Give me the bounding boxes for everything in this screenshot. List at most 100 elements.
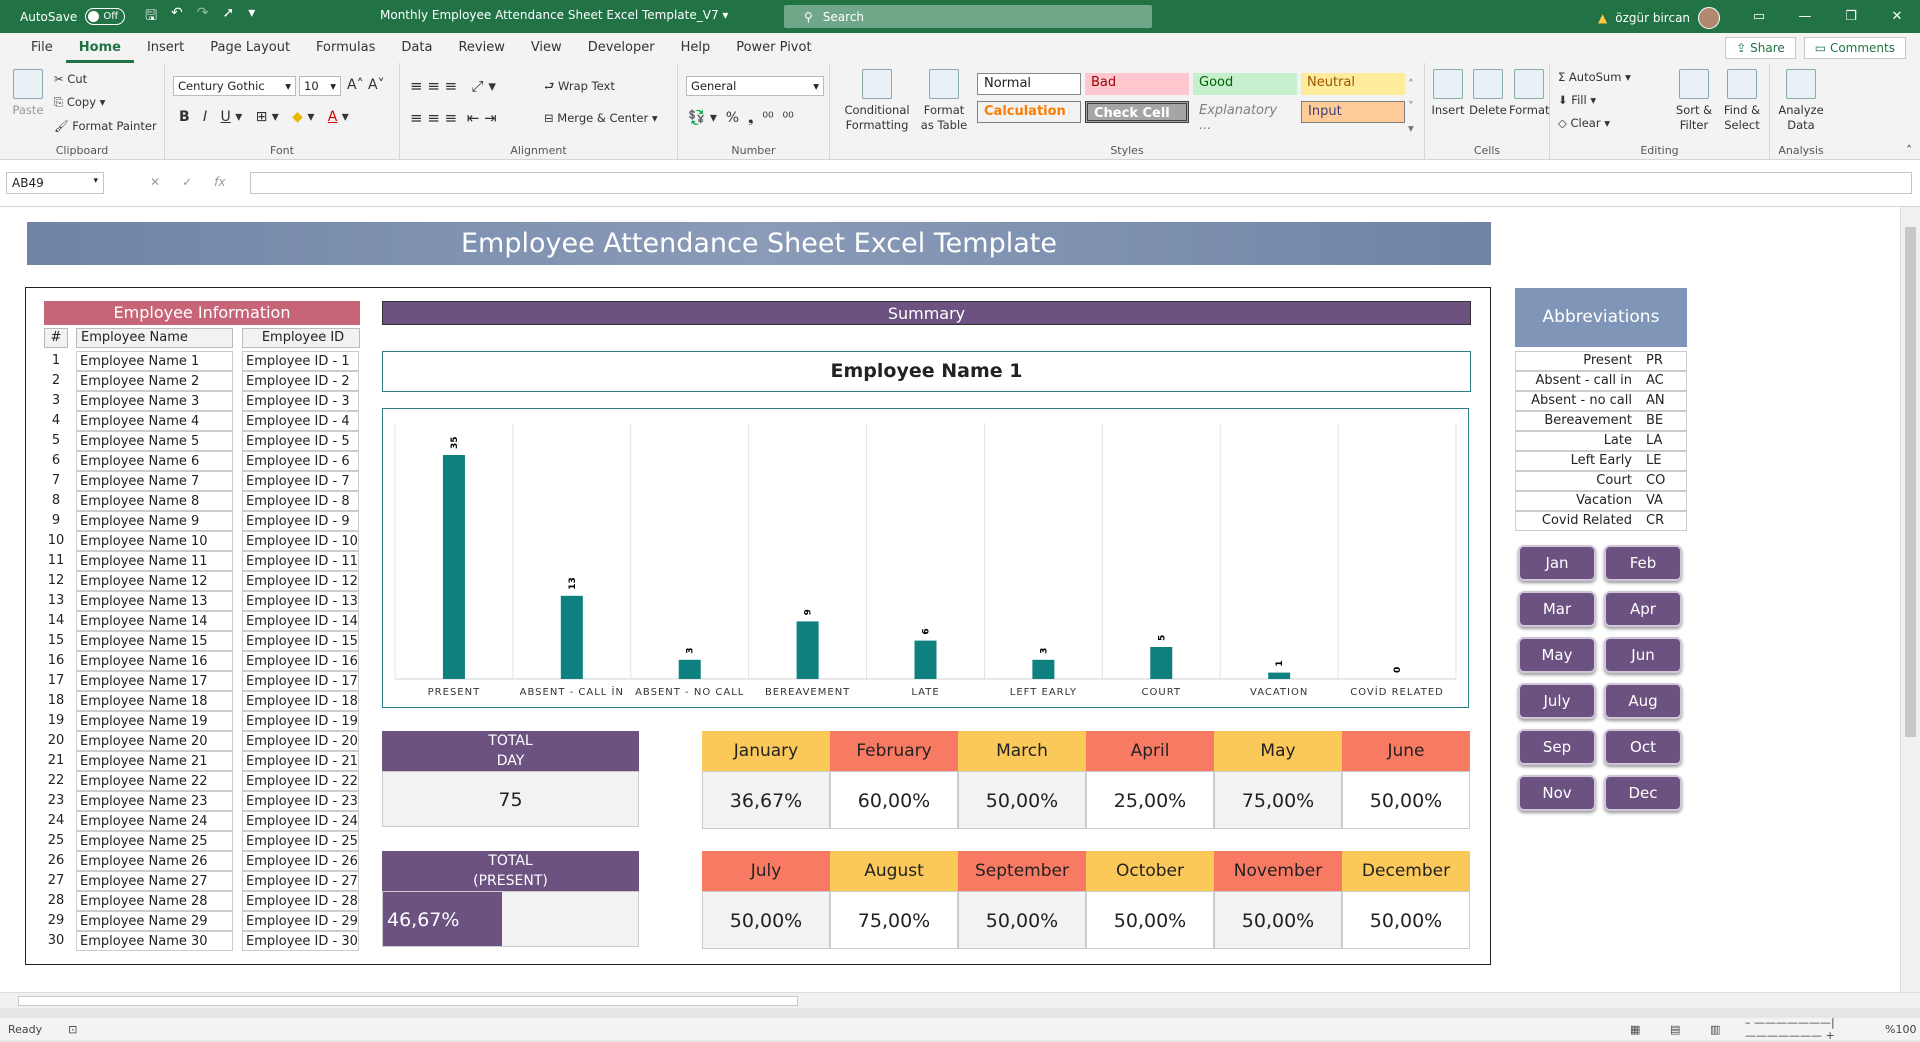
employee-id[interactable]: Employee ID - 6 (242, 451, 359, 471)
employee-id[interactable]: Employee ID - 10 (242, 531, 359, 551)
menu-power-pivot[interactable]: Power Pivot (736, 40, 812, 55)
zoom-slider[interactable]: – ———————|——————— + (1745, 1016, 1835, 1042)
employee-name[interactable]: Employee Name 19 (76, 711, 233, 731)
employee-name[interactable]: Employee Name 28 (76, 891, 233, 911)
employee-id[interactable]: Employee ID - 20 (242, 731, 359, 751)
find-select-button[interactable]: Find & Select (1718, 69, 1766, 133)
collapse-ribbon-icon[interactable]: ˄ (1906, 143, 1912, 157)
menu-view[interactable]: View (530, 40, 562, 55)
autosum-button[interactable]: Σ AutoSum ▾ (1558, 70, 1631, 84)
employee-row[interactable]: 17 Employee Name 17 Employee ID - 17 (44, 671, 360, 691)
employee-id[interactable]: Employee ID - 2 (242, 371, 359, 391)
employee-name[interactable]: Employee Name 11 (76, 551, 233, 571)
employee-id[interactable]: Employee ID - 21 (242, 751, 359, 771)
employee-id[interactable]: Employee ID - 22 (242, 771, 359, 791)
horizontal-scrollbar[interactable] (0, 992, 1920, 1008)
employee-name[interactable]: Employee Name 10 (76, 531, 233, 551)
employee-row[interactable]: 23 Employee Name 23 Employee ID - 23 (44, 791, 360, 811)
pointer-icon[interactable]: ➚ (222, 4, 235, 21)
employee-id[interactable]: Employee ID - 15 (242, 631, 359, 651)
close-icon[interactable]: ✕ (1891, 9, 1903, 24)
grow-font-icon[interactable]: A˄ A˅ (347, 77, 385, 93)
employee-name[interactable]: Employee Name 22 (76, 771, 233, 791)
page-break-view-icon[interactable]: ▥ (1710, 1022, 1721, 1036)
style-explanatory[interactable]: Explanatory ... (1199, 103, 1278, 133)
menu-formulas[interactable]: Formulas (316, 40, 376, 55)
month-button-oct[interactable]: Oct (1604, 729, 1682, 765)
employee-row[interactable]: 27 Employee Name 27 Employee ID - 27 (44, 871, 360, 891)
employee-name[interactable]: Employee Name 16 (76, 651, 233, 671)
enter-icon[interactable]: ✓ (182, 175, 193, 189)
employee-row[interactable]: 14 Employee Name 14 Employee ID - 14 (44, 611, 360, 631)
page-layout-view-icon[interactable]: ▤ (1670, 1022, 1681, 1036)
style-normal[interactable]: Normal (977, 73, 1081, 95)
employee-name[interactable]: Employee Name 3 (76, 391, 233, 411)
menu-developer[interactable]: Developer (587, 40, 655, 55)
month-button-mar[interactable]: Mar (1518, 591, 1596, 627)
employee-name[interactable]: Employee Name 21 (76, 751, 233, 771)
style-check-cell[interactable]: Check Cell (1085, 101, 1189, 123)
employee-name[interactable]: Employee Name 17 (76, 671, 233, 691)
employee-id[interactable]: Employee ID - 14 (242, 611, 359, 631)
name-box[interactable]: AB49 ▾ (6, 172, 104, 194)
insert-cells-button[interactable]: Insert (1429, 69, 1467, 118)
employee-row[interactable]: 8 Employee Name 8 Employee ID - 8 (44, 491, 360, 511)
number-format-select[interactable]: General ▾ (686, 76, 824, 96)
employee-name[interactable]: Employee Name 6 (76, 451, 233, 471)
vertical-align-icons[interactable]: ≡ ≡ ≡ ⤢ ▾ (410, 77, 496, 95)
comments-button[interactable]: ▭ Comments (1803, 37, 1906, 59)
employee-name[interactable]: Employee Name 12 (76, 571, 233, 591)
month-button-feb[interactable]: Feb (1604, 545, 1682, 581)
number-format-icons[interactable]: 💱 ▾ % ❟ ⁰⁰ ⁰⁰ (688, 110, 794, 126)
employee-row[interactable]: 11 Employee Name 11 Employee ID - 11 (44, 551, 360, 571)
employee-id[interactable]: Employee ID - 5 (242, 431, 359, 451)
employee-row[interactable]: 13 Employee Name 13 Employee ID - 13 (44, 591, 360, 611)
analyze-data-button[interactable]: Analyze Data (1774, 69, 1828, 133)
normal-view-icon[interactable]: ▦ (1630, 1022, 1641, 1036)
month-button-may[interactable]: May (1518, 637, 1596, 673)
employee-name[interactable]: Employee Name 13 (76, 591, 233, 611)
menu-help[interactable]: Help (680, 40, 711, 55)
employee-name[interactable]: Employee Name 14 (76, 611, 233, 631)
style-bad[interactable]: Bad (1085, 73, 1189, 95)
employee-id[interactable]: Employee ID - 3 (242, 391, 359, 411)
function-icon[interactable]: fx (214, 175, 226, 189)
employee-id[interactable]: Employee ID - 4 (242, 411, 359, 431)
employee-row[interactable]: 24 Employee Name 24 Employee ID - 24 (44, 811, 360, 831)
employee-id[interactable]: Employee ID - 19 (242, 711, 359, 731)
employee-row[interactable]: 7 Employee Name 7 Employee ID - 7 (44, 471, 360, 491)
employee-id[interactable]: Employee ID - 12 (242, 571, 359, 591)
copy-button[interactable]: ⎘ Copy ▾ (54, 95, 106, 109)
employee-id[interactable]: Employee ID - 18 (242, 691, 359, 711)
employee-id[interactable]: Employee ID - 11 (242, 551, 359, 571)
employee-id[interactable]: Employee ID - 13 (242, 591, 359, 611)
employee-row[interactable]: 16 Employee Name 16 Employee ID - 16 (44, 651, 360, 671)
employee-id[interactable]: Employee ID - 23 (242, 791, 359, 811)
share-button[interactable]: ⇪ Share (1725, 37, 1796, 59)
employee-row[interactable]: 28 Employee Name 28 Employee ID - 28 (44, 891, 360, 911)
merge-center-button[interactable]: ⊟ Merge & Center ▾ (544, 111, 658, 125)
employee-name[interactable]: Employee Name 4 (76, 411, 233, 431)
month-button-dec[interactable]: Dec (1604, 775, 1682, 811)
employee-row[interactable]: 9 Employee Name 9 Employee ID - 9 (44, 511, 360, 531)
font-name-select[interactable]: Century Gothic ▾ (173, 76, 296, 96)
font-size-select[interactable]: 10 ▾ (299, 76, 341, 96)
clear-button[interactable]: ◇ Clear ▾ (1558, 116, 1611, 130)
cancel-icon[interactable]: ✕ (150, 175, 161, 189)
employee-name[interactable]: Employee Name 20 (76, 731, 233, 751)
employee-name[interactable]: Employee Name 5 (76, 431, 233, 451)
employee-id[interactable]: Employee ID - 26 (242, 851, 359, 871)
style-calculation[interactable]: Calculation (977, 101, 1081, 123)
employee-row[interactable]: 4 Employee Name 4 Employee ID - 4 (44, 411, 360, 431)
ribbon-display-icon[interactable]: ▭ (1752, 9, 1766, 24)
employee-row[interactable]: 29 Employee Name 29 Employee ID - 29 (44, 911, 360, 931)
font-format-toolbar[interactable]: B I U ▾ ⊞ ▾ ◆ ▾ A ▾ (179, 109, 349, 125)
undo-icon[interactable]: ↶ (171, 4, 183, 21)
employee-row[interactable]: 10 Employee Name 10 Employee ID - 10 (44, 531, 360, 551)
employee-row[interactable]: 15 Employee Name 15 Employee ID - 15 (44, 631, 360, 651)
month-button-july[interactable]: July (1518, 683, 1596, 719)
fill-button[interactable]: ⬇ Fill ▾ (1558, 93, 1597, 107)
redo-icon[interactable]: ↷ (196, 4, 209, 21)
user-account[interactable]: ▲ özgür bircan (1598, 7, 1721, 29)
month-button-jun[interactable]: Jun (1604, 637, 1682, 673)
